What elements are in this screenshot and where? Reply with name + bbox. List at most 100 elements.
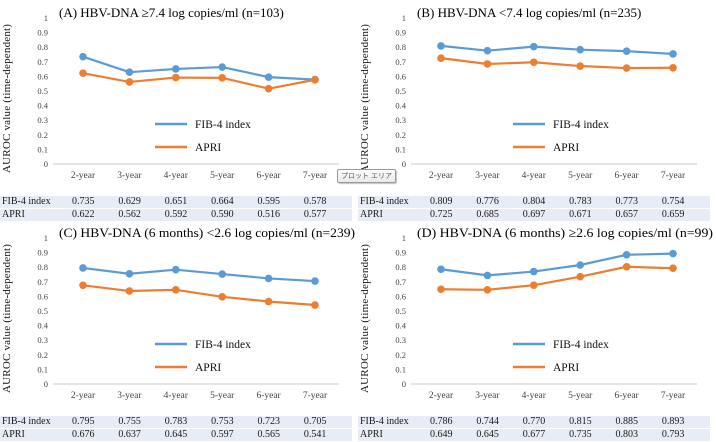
- legend-label: FIB-4 index: [553, 119, 609, 131]
- data-point-marker: [125, 269, 134, 278]
- data-point-marker: [79, 281, 87, 290]
- series-line: [440, 252, 674, 277]
- table-cell: 0.645: [476, 429, 499, 440]
- table-cell: 0.516: [257, 209, 281, 220]
- data-point-marker: [483, 60, 492, 68]
- table-cell: 0.595: [257, 196, 281, 207]
- data-point-marker: [172, 286, 180, 294]
- table-cell: 0.783: [569, 196, 592, 207]
- data-point-marker: [79, 69, 87, 77]
- table-row-label: FIB-4 index: [360, 196, 409, 207]
- data-point-marker: [622, 250, 631, 259]
- x-tick-label: 7-year: [661, 171, 686, 181]
- table-row: FIB-4 index 0.809 0.776 0.804 0.783 0.773 0.75…: [358, 196, 710, 208]
- y-tick-label: 1: [402, 233, 406, 243]
- chart-title: (A) HBV-DNA ≥7.4 log copies/ml (n=103): [59, 5, 284, 20]
- table-cell: 0.664: [211, 196, 234, 207]
- y-tick-label: 0.8: [395, 262, 406, 272]
- data-point-marker: [622, 47, 631, 55]
- data-point-marker: [218, 270, 226, 278]
- legend-label: APRI: [195, 142, 221, 154]
- data-point-marker: [264, 73, 273, 81]
- x-tick-label: 5-year: [210, 391, 235, 401]
- y-tick-label: 0.4: [395, 321, 406, 331]
- data-point-marker: [530, 42, 538, 51]
- data-point-marker: [437, 42, 445, 50]
- table-cell: 0.735: [71, 196, 95, 207]
- table-cell: 0.659: [661, 209, 685, 220]
- plot-area-tooltip: プロット エリア: [337, 169, 396, 183]
- data-table-b: FIB-4 index 0.809 0.776 0.804 0.783 0.773 0.75…: [358, 196, 710, 222]
- x-tick-label: 4-year: [522, 171, 547, 181]
- y-tick-label: 0.5: [395, 86, 406, 96]
- x-tick-label: 3-year: [117, 391, 142, 401]
- y-tick-label: 0.3: [395, 335, 406, 345]
- series-line: [82, 284, 316, 307]
- y-tick-label: 0.7: [37, 277, 48, 287]
- y-tick-label: 0.6: [37, 71, 48, 81]
- y-tick-label: 0.1: [395, 144, 406, 154]
- y-axis-label: AUROC value (time-dependent): [1, 243, 13, 393]
- data-point-marker: [437, 54, 445, 62]
- table-row: FIB-4 index 0.735 0.629 0.651 0.664 0.595 0.57…: [0, 196, 352, 208]
- data-point-marker: [669, 249, 677, 258]
- data-point-marker: [669, 50, 677, 58]
- table-row-label: FIB-4 index: [2, 416, 51, 427]
- y-tick-label: 0.7: [395, 57, 406, 67]
- line-chart-d: 0 0.1 0.2 0.3 0.4 0.5 0.6 0.7 0.8 0.9 1 2-year 3-yea…: [395, 225, 713, 401]
- y-tick-label: 0.2: [395, 350, 406, 360]
- panel-b: AUROC value (time-dependent) 0 0.1 0.2 0.3 0…: [358, 0, 716, 222]
- data-table-c: FIB-4 index 0.795 0.755 0.783 0.753 0.723 0.70…: [0, 416, 352, 442]
- data-point-marker: [576, 272, 584, 281]
- x-tick-label: 4-year: [164, 391, 189, 401]
- x-tick-label: 6-year: [256, 391, 281, 401]
- y-axis-label: AUROC value (time-dependent): [359, 23, 371, 173]
- table-cell: 0.705: [303, 416, 327, 427]
- chart-title: (D) HBV-DNA (6 months) ≥2.6 log copies/m…: [417, 225, 713, 240]
- legend-label: FIB-4 index: [195, 339, 251, 351]
- series-line: [440, 57, 674, 70]
- table-row-label: APRI: [360, 209, 383, 220]
- data-point-marker: [530, 281, 538, 289]
- series-line: [82, 55, 316, 81]
- table-cell: 0.803: [615, 429, 639, 440]
- chart-title: (B) HBV-DNA <7.4 log copies/ml (n=235): [417, 5, 641, 20]
- y-tick-label: 0.1: [37, 364, 48, 374]
- x-tick-label: 2-year: [71, 171, 96, 181]
- table-cell: 0.622: [71, 209, 95, 220]
- table-cell: 0.754: [661, 196, 685, 207]
- y-tick-label: 1: [44, 233, 48, 243]
- series-line: [440, 44, 674, 56]
- y-tick-label: 0.1: [37, 144, 48, 154]
- y-tick-label: 1: [44, 13, 48, 23]
- x-tick-label: 7-year: [303, 171, 328, 181]
- table-cell: 0.776: [476, 196, 499, 207]
- y-tick-label: 0.9: [37, 248, 48, 258]
- table-row-label: APRI: [2, 429, 25, 440]
- data-point-marker: [172, 265, 180, 274]
- data-point-marker: [125, 287, 134, 295]
- data-point-marker: [530, 58, 538, 67]
- table-cell: 0.637: [118, 429, 141, 440]
- table-cell: 0.565: [257, 429, 281, 440]
- x-tick-label: 7-year: [303, 391, 328, 401]
- data-point-marker: [218, 74, 226, 82]
- y-tick-label: 0.4: [37, 101, 48, 111]
- y-tick-label: 0: [402, 379, 406, 389]
- y-tick-label: 0.7: [37, 57, 48, 67]
- y-tick-label: 0.2: [37, 130, 48, 140]
- table-cell: 0.577: [303, 209, 327, 220]
- data-point-marker: [218, 63, 226, 71]
- panel-a: AUROC value (time-dependent) 0 0.1 0.2 0.3 0…: [0, 0, 358, 221]
- table-row-label: APRI: [360, 429, 383, 440]
- x-tick-label: 2-year: [429, 391, 454, 401]
- table-row: APRI 0.649 0.645 0.677 0.735 0.803 0.793: [358, 429, 710, 441]
- y-tick-label: 0.7: [395, 277, 406, 287]
- data-point-marker: [483, 46, 492, 55]
- data-point-marker: [172, 65, 180, 73]
- table-cell: 0.562: [118, 209, 141, 220]
- data-point-marker: [264, 274, 273, 283]
- table-cell: 0.786: [429, 416, 453, 427]
- table-cell: 0.795: [71, 416, 95, 427]
